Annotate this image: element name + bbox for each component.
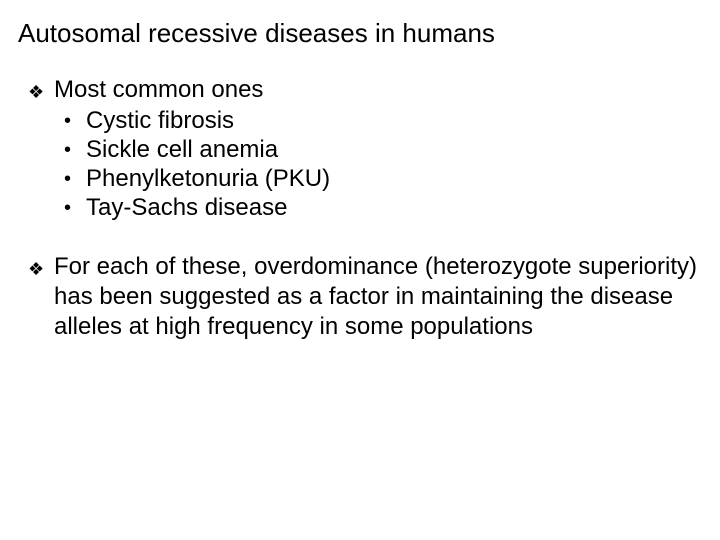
bullet-icon: • <box>64 107 86 135</box>
list-item: • Tay-Sachs disease <box>64 194 700 223</box>
list-item: • Cystic fibrosis <box>64 107 700 136</box>
slide-title: Autosomal recessive diseases in humans <box>18 18 700 49</box>
section-heading: Most common ones <box>54 75 700 105</box>
paragraph-text: For each of these, overdominance (hetero… <box>54 252 700 342</box>
list-item: ❖ Most common ones <box>28 75 700 105</box>
list-item: ❖ For each of these, overdominance (hete… <box>28 252 700 342</box>
list-item-label: Sickle cell anemia <box>86 136 278 165</box>
slide: Autosomal recessive diseases in humans ❖… <box>0 0 720 540</box>
bullet-icon: • <box>64 194 86 222</box>
list-item-label: Tay-Sachs disease <box>86 194 287 223</box>
list-item: • Sickle cell anemia <box>64 136 700 165</box>
diamond-icon: ❖ <box>28 77 54 107</box>
bullet-icon: • <box>64 165 86 193</box>
list-item: • Phenylketonuria (PKU) <box>64 165 700 194</box>
diamond-icon: ❖ <box>28 254 54 284</box>
bullet-icon: • <box>64 136 86 164</box>
section-overdominance: ❖ For each of these, overdominance (hete… <box>28 252 700 342</box>
list-item-label: Phenylketonuria (PKU) <box>86 165 330 194</box>
list-item-label: Cystic fibrosis <box>86 107 234 136</box>
section-common: ❖ Most common ones • Cystic fibrosis • S… <box>28 75 700 222</box>
